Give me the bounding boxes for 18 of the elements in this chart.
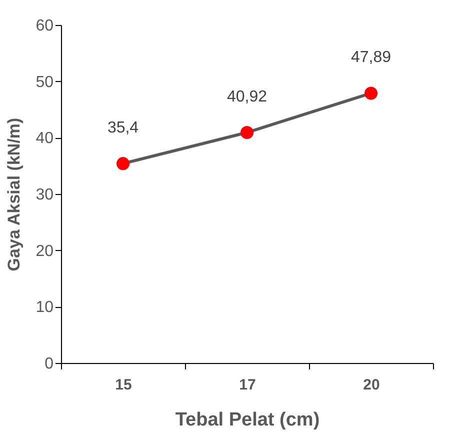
y-tick-label: 0 xyxy=(44,356,54,372)
x-axis-title: Tebal Pelat (cm) xyxy=(175,410,320,430)
point xyxy=(364,86,378,100)
x-tick-label: 17 xyxy=(239,376,256,394)
y-tick-label: 60 xyxy=(36,18,54,34)
y-tick-label: 10 xyxy=(36,299,54,316)
y-tick-label: 20 xyxy=(36,242,54,260)
point xyxy=(240,126,254,139)
data-label: 35,4 xyxy=(107,120,139,137)
y-tick-label: 50 xyxy=(36,74,54,91)
point xyxy=(116,157,130,170)
x-tick-label: 20 xyxy=(363,376,380,394)
y-axis-title: Gaya Aksial (kN/m) xyxy=(4,118,24,272)
data-label: 40,92 xyxy=(226,88,268,106)
x-tick-label: 15 xyxy=(115,376,132,394)
y-tick-label: 30 xyxy=(36,186,54,204)
data-label: 47,89 xyxy=(350,49,392,66)
y-tick-label: 40 xyxy=(36,130,54,148)
